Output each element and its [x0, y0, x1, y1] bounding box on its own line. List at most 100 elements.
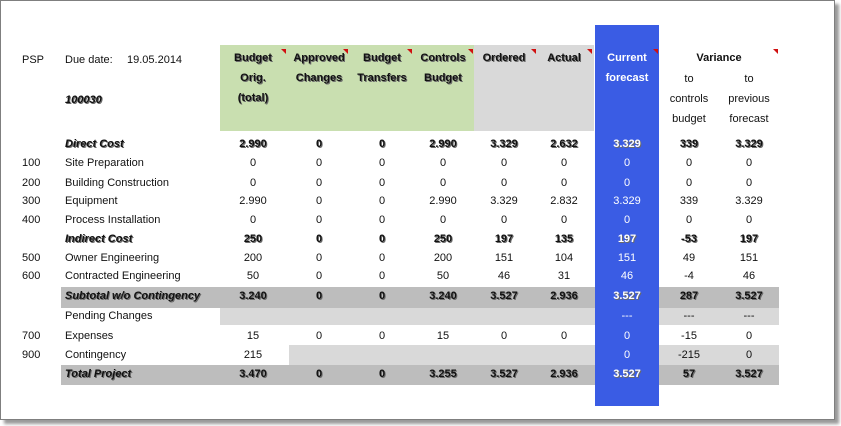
cell-approved: 0: [315, 270, 323, 282]
cell-controls: 3.240: [429, 290, 457, 302]
row-psp: 500: [22, 252, 41, 264]
cell-approved: 0: [315, 157, 323, 169]
cell-to-controls: 49: [682, 252, 696, 264]
cell-to-controls: 0: [685, 157, 693, 169]
cell-ordered: 3.329: [490, 138, 518, 150]
cell-current: 197: [617, 233, 637, 245]
cell-controls: 15: [436, 330, 450, 342]
row-psp: 400: [22, 214, 41, 226]
cell-actual: 0: [560, 177, 568, 189]
cell-ordered: 3.329: [490, 195, 518, 207]
cell-actual: 2.936: [550, 368, 578, 380]
cell-to-previous: 0: [745, 330, 753, 342]
comment-indicator: [281, 49, 286, 54]
column-header-approved: Approved: [293, 52, 345, 64]
cell-ordered: 151: [494, 252, 514, 264]
cell-to-controls: -53: [681, 233, 697, 245]
cell-to-controls: -4: [684, 270, 694, 282]
cell-budget-orig: 0: [249, 157, 257, 169]
cell-to-previous: 0: [745, 157, 753, 169]
row-label: Contingency: [65, 349, 127, 361]
cell-to-previous: 3.527: [735, 290, 763, 302]
cell-transfers: 0: [378, 270, 386, 282]
row-psp: 600: [22, 270, 41, 282]
cell-current: 151: [617, 252, 637, 264]
column-header-current: Current: [607, 52, 647, 64]
row-label: Total Project: [65, 368, 132, 380]
column-header-to-previous: previous: [728, 93, 770, 105]
cell-to-previous: 3.527: [735, 368, 763, 380]
cell-current: 3.329: [613, 195, 641, 207]
cell-budget-orig: 200: [243, 252, 263, 264]
cell-budget-orig: 0: [249, 177, 257, 189]
cell-approved: 0: [315, 195, 323, 207]
cell-budget-orig: 15: [246, 330, 260, 342]
cell-transfers: 0: [378, 195, 386, 207]
cell-controls: 0: [439, 177, 447, 189]
cell-transfers: 0: [378, 290, 386, 302]
cell-current: 3.527: [613, 290, 641, 302]
cell-current: ---: [621, 310, 633, 322]
cell-to-controls: -215: [677, 349, 701, 361]
cell-transfers: 0: [378, 368, 386, 380]
row-label: Owner Engineering: [65, 252, 160, 264]
cell-approved: 0: [315, 252, 323, 264]
row-label: Subtotal w/o Contingency: [65, 290, 201, 302]
cell-approved: 0: [315, 177, 323, 189]
row-label: Expenses: [65, 330, 114, 342]
cell-to-controls: ---: [683, 310, 695, 322]
cell-to-controls: 0: [685, 214, 693, 226]
project-code: 100030: [65, 94, 102, 106]
comment-indicator: [773, 49, 778, 54]
cell-ordered: 0: [500, 214, 508, 226]
cell-approved: 0: [315, 290, 323, 302]
column-header-budget-orig: Budget: [234, 52, 272, 64]
cell-approved: 0: [315, 233, 323, 245]
cell-to-previous: 0: [745, 349, 753, 361]
column-header-budget-orig: (total): [237, 92, 269, 104]
cell-ordered: 0: [500, 330, 508, 342]
column-header-controls: Budget: [424, 72, 462, 84]
cell-actual: 0: [560, 330, 568, 342]
cell-to-controls: 287: [679, 290, 699, 302]
cell-controls: 200: [433, 252, 453, 264]
cell-actual: 135: [554, 233, 574, 245]
cell-current: 3.329: [613, 138, 641, 150]
row-psp: 700: [22, 330, 41, 342]
cell-current: 46: [620, 270, 634, 282]
comment-indicator: [531, 49, 536, 54]
cell-transfers: 0: [378, 177, 386, 189]
cell-budget-orig: 2.990: [239, 138, 267, 150]
row-label: Site Preparation: [65, 157, 144, 169]
row-label: Direct Cost: [65, 138, 124, 150]
row-psp: 900: [22, 349, 41, 361]
cell-to-controls: 0: [685, 177, 693, 189]
cell-actual: 0: [560, 214, 568, 226]
cell-approved: 0: [315, 368, 323, 380]
cell-controls: 2.990: [429, 195, 457, 207]
cell-current: 3.527: [613, 368, 641, 380]
cell-actual: 31: [557, 270, 571, 282]
column-header-to-controls: budget: [672, 113, 706, 125]
cell-ordered: 0: [500, 177, 508, 189]
cell-to-previous: 3.329: [735, 195, 763, 207]
cell-current: 0: [623, 349, 631, 361]
row-label: Pending Changes: [65, 310, 153, 322]
due-date-value: 19.05.2014: [127, 54, 183, 66]
cell-budget-orig: 3.240: [239, 290, 267, 302]
column-header-to-controls: controls: [669, 93, 709, 105]
cell-controls: 3.255: [429, 368, 457, 380]
cell-transfers: 0: [378, 157, 386, 169]
column-header-to-controls: to: [684, 73, 694, 85]
cell-to-controls: 339: [679, 195, 699, 207]
cell-actual: 2.832: [550, 195, 578, 207]
variance-header: Variance: [696, 52, 742, 64]
cell-approved: 0: [315, 330, 323, 342]
row-label: Process Installation: [65, 214, 161, 226]
cell-current: 0: [623, 214, 631, 226]
column-header-ordered: Ordered: [482, 52, 526, 64]
report-frame: PSP Due date: 19.05.2014 100030 Budget Or…: [0, 0, 835, 420]
column-header-budget-orig: Orig.: [240, 72, 266, 84]
cell-ordered: 197: [494, 233, 514, 245]
cell-actual: 0: [560, 157, 568, 169]
